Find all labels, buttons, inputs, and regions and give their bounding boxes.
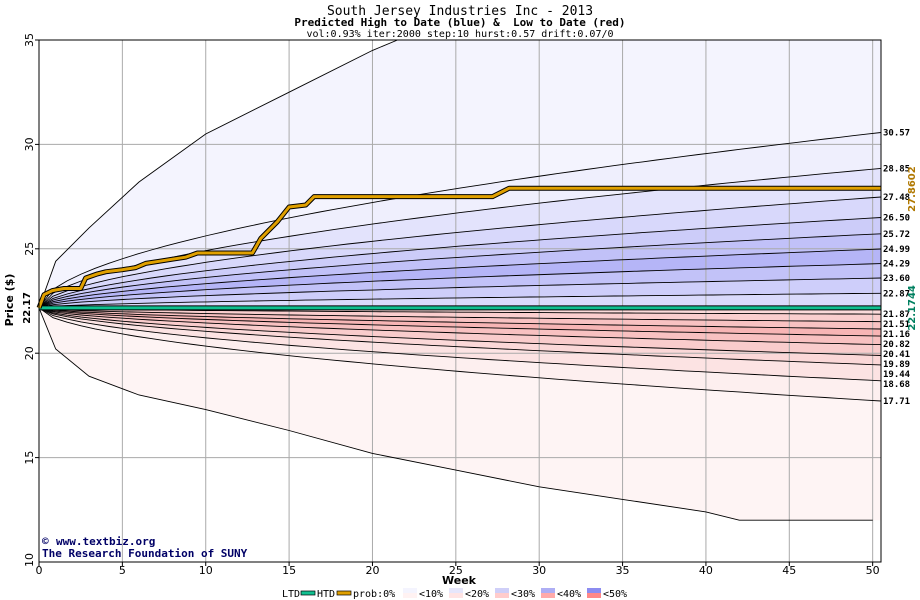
right-value-label: 28.85 [883,164,910,174]
htd-value-label: 27.8602 [907,166,918,212]
legend-swatch-low [587,593,601,598]
x-tick-label: 40 [699,564,713,577]
x-tick-label: 20 [365,564,379,577]
quantile-line [38,132,882,309]
chart-params: vol:0.93% iter:2000 step:10 hurst:0.57 d… [306,29,613,40]
legend-swatch-high [449,588,463,593]
right-value-label: 23.60 [883,274,910,284]
legend-swatch-low [449,593,463,598]
y-tick-label: 35 [23,33,36,47]
quantile-line [38,248,882,309]
legend-swatch-low [495,593,509,598]
legend-swatch-high [495,588,509,593]
chart-title: South Jersey Industries Inc - 2013 [327,4,593,19]
quantile-line [38,292,882,309]
legend-htd-label: HTD [317,589,335,600]
legend-entry-label: <10% [419,589,443,600]
legend: LTD HTD prob:0% <10% <20% <30% <40% <50% [282,588,627,600]
y-tick-label: 30 [23,137,36,151]
y-tick-label: 10 [23,553,36,567]
right-value-label: 20.41 [883,350,910,360]
quantile-line [38,277,882,309]
legend-htd-swatch [336,590,352,596]
y-axis-label: Price ($) [3,274,16,327]
credit-org: The Research Foundation of SUNY [42,547,248,560]
x-tick-label: 0 [36,564,43,577]
right-value-label: 19.89 [883,360,910,370]
y-axis-ticks: 15 20 25 30 35 10 [23,33,39,567]
x-tick-label: 35 [616,564,630,577]
legend-prob-label: prob:0% [353,589,395,600]
x-tick-label: 5 [119,564,126,577]
probability-bands [39,40,881,521]
right-value-label: 20.82 [883,340,910,350]
plot-frame [38,39,882,563]
x-tick-label: 45 [782,564,796,577]
quantile-line [38,307,882,382]
right-value-label: 24.29 [883,260,910,270]
y-tick-label: 20 [23,346,36,360]
right-value-label: 21.16 [883,330,910,340]
legend-ltd-label: LTD [282,589,300,600]
quantile-line [38,233,882,309]
ltd-value-label: 22.1744 [907,285,918,331]
legend-entry-label: <40% [557,589,581,600]
legend-entry-label: <20% [465,589,489,600]
quantile-line [38,217,882,309]
legend-entry-label: <30% [511,589,535,600]
quantile-line [38,196,882,309]
high-band-9 [39,293,881,308]
grid-lines [38,39,881,562]
right-value-label: 26.50 [883,213,910,223]
y-tick-label: 25 [23,242,36,256]
x-tick-label: 15 [282,564,296,577]
legend-swatch-high [403,588,417,593]
right-value-label: 22.87 [883,289,910,299]
right-value-label: 27.48 [883,193,910,203]
credit-site: www.textbiz.org [56,535,155,548]
quantile-line [38,307,882,366]
right-value-label: 19.44 [883,370,911,380]
legend-entry-label: <50% [603,589,627,600]
right-value-label: 21.87 [883,310,910,320]
copyright-icon: © [42,535,49,548]
chart-subtitle: Predicted High to Date (blue) & Low to D… [294,16,625,29]
x-axis-label: Week [442,574,477,587]
right-value-label: 24.99 [883,245,910,255]
x-tick-label: 30 [532,564,546,577]
y-tick-label: 15 [23,451,36,465]
right-value-label: 30.57 [883,128,910,138]
x-tick-label: 25 [449,564,463,577]
right-value-label: 21.51 [883,320,910,330]
outer-low-line [38,307,873,521]
quantile-line [38,307,882,346]
legend-swatch-high [587,588,601,593]
outer-envelope [38,39,882,521]
right-value-label: 18.68 [883,380,910,390]
right-value-label: 25.72 [883,230,910,240]
legend-swatch-low [403,593,417,598]
series-lines [36,185,881,311]
x-tick-label: 50 [866,564,880,577]
right-value-label: 17.71 [883,397,910,407]
outer-high-line [38,39,398,309]
quantile-line [38,263,882,309]
quantile-line [38,307,882,323]
quantile-line [38,307,882,402]
quantile-line [38,307,882,356]
legend-swatch-high [541,588,555,593]
x-tick-label: 10 [199,564,213,577]
legend-swatch-low [541,593,555,598]
x-axis-ticks: 0 5 10 15 20 25 30 35 40 45 50 [36,562,880,577]
legend-ltd-swatch [300,590,316,596]
right-value-labels: 30.57 28.85 27.48 26.50 25.72 24.99 24.29 23.60… [883,128,911,407]
quantile-line [38,307,882,330]
htd-line [37,186,881,309]
quantile-line [38,307,882,337]
start-price-label: 22.17 [22,292,33,324]
